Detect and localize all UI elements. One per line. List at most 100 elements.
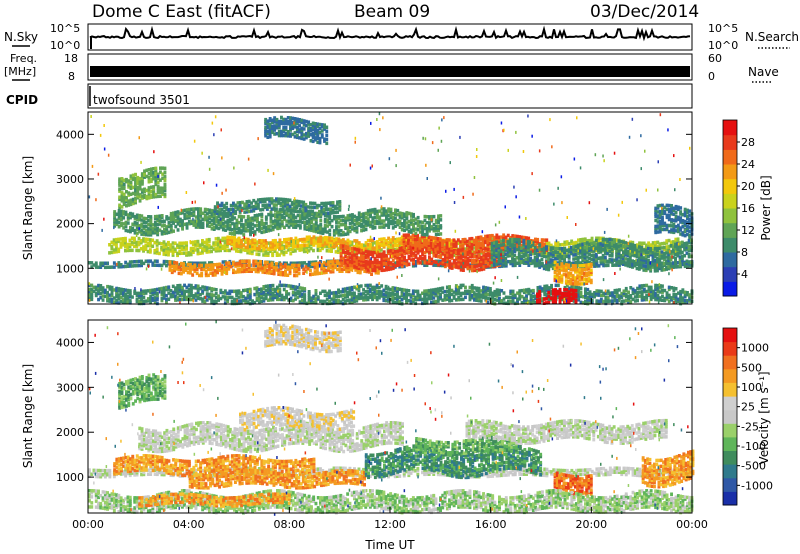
range-gate-cell — [278, 238, 282, 242]
range-gate-cell — [681, 262, 685, 267]
range-gate-cell — [155, 249, 159, 253]
range-gate-cell — [318, 248, 322, 253]
range-gate-cell — [199, 207, 203, 211]
range-gate-cell — [302, 249, 306, 254]
range-gate-cell — [119, 263, 123, 267]
range-gate-cell — [176, 253, 179, 258]
range-gate-cell — [124, 238, 127, 243]
range-gate-cell — [511, 259, 515, 264]
range-gate-cell — [223, 246, 227, 251]
range-gate-cell — [203, 240, 207, 245]
range-gate-cell — [200, 271, 204, 276]
range-gate-cell — [148, 240, 152, 244]
range-gate-cell — [319, 235, 323, 239]
range-gate-cell — [128, 262, 132, 266]
range-gate-cell — [205, 240, 209, 244]
range-gate-cell — [148, 248, 152, 252]
range-gate-cell — [325, 249, 329, 253]
range-gate-cell — [201, 243, 204, 247]
range-gate-cell — [242, 233, 246, 237]
range-gate-cell — [225, 201, 229, 206]
range-gate-cell — [135, 240, 139, 245]
range-gate-cell — [142, 295, 146, 299]
range-gate-cell — [185, 247, 188, 251]
range-gate-cell — [112, 265, 116, 269]
range-gate-cell — [137, 263, 141, 268]
range-gate-cell — [320, 133, 324, 137]
range-gate-cell — [237, 249, 241, 253]
range-gate-cell — [158, 241, 161, 246]
range-gate-cell — [221, 260, 225, 264]
range-gate-cell — [282, 244, 286, 249]
range-gate-cell — [407, 262, 411, 267]
range-gate-cell — [278, 253, 281, 257]
freq-left-tick: 8 — [68, 70, 75, 83]
range-gate-cell — [201, 241, 204, 245]
range-gate-cell — [140, 263, 143, 268]
range-gate-cell — [135, 244, 139, 249]
range-gate-cell — [432, 214, 436, 219]
range-gate-cell — [162, 244, 166, 248]
range-gate-cell — [287, 248, 290, 252]
range-gate-cell — [264, 251, 268, 255]
range-gate-cell — [133, 240, 136, 245]
range-gate-cell — [421, 259, 424, 264]
range-gate-cell — [133, 264, 137, 268]
range-gate-cell — [439, 224, 443, 228]
range-gate-cell — [287, 241, 291, 245]
range-gate-cell — [180, 243, 184, 247]
range-gate-cell — [461, 261, 465, 265]
range-gate-cell — [264, 249, 268, 253]
range-gate-cell — [310, 264, 313, 269]
range-gate-cell — [289, 247, 293, 252]
range-gate-cell — [163, 170, 167, 175]
range-gate-cell — [151, 263, 155, 267]
range-gate-cell — [126, 242, 130, 247]
range-gate-cell — [321, 238, 324, 243]
range-gate-cell — [294, 261, 297, 265]
range-gate-cell — [259, 260, 262, 264]
range-gate-cell — [165, 263, 168, 268]
range-gate-cell — [180, 251, 184, 255]
range-gate-cell — [225, 248, 229, 253]
range-gate-cell — [119, 265, 123, 269]
range-gate-cell — [119, 241, 123, 245]
range-gate-cell — [221, 238, 225, 243]
range-gate-cell — [355, 241, 358, 245]
range-gate-cell — [167, 253, 170, 257]
range-gate-cell — [369, 242, 372, 247]
cpid-value: twofsound 3501 — [93, 93, 190, 107]
range-gate-cell — [178, 251, 182, 256]
range-gate-cell — [128, 289, 132, 293]
range-gate-cell — [130, 248, 134, 253]
range-gate-cell — [201, 249, 204, 253]
range-gate-cell — [366, 247, 370, 251]
range-gate-cell — [303, 261, 307, 265]
range-gate-cell — [114, 241, 118, 246]
range-gate-cell — [124, 264, 128, 269]
range-gate-cell — [352, 250, 356, 255]
range-gate-cell — [348, 240, 352, 245]
range-gate-cell — [110, 250, 114, 255]
range-gate-cell — [330, 224, 334, 229]
range-gate-cell — [604, 263, 608, 268]
range-gate-cell — [214, 241, 218, 245]
range-gate-cell — [302, 247, 306, 252]
range-gate-cell — [325, 141, 329, 146]
range-gate-cell — [189, 250, 193, 255]
range-gate-cell — [201, 261, 205, 265]
range-gate-cell — [126, 248, 130, 253]
range-gate-cell — [262, 249, 266, 253]
range-gate-cell — [439, 259, 442, 264]
range-gate-cell — [297, 271, 301, 276]
range-gate-cell — [171, 253, 175, 257]
range-gate-cell — [196, 239, 200, 244]
range-gate-cell — [300, 263, 304, 267]
range-gate-cell — [321, 240, 324, 245]
range-gate-cell — [99, 261, 103, 265]
range-gate-cell — [131, 260, 134, 264]
range-gate-cell — [328, 228, 332, 233]
range-gate-cell — [194, 261, 198, 265]
range-gate-cell — [393, 261, 397, 265]
